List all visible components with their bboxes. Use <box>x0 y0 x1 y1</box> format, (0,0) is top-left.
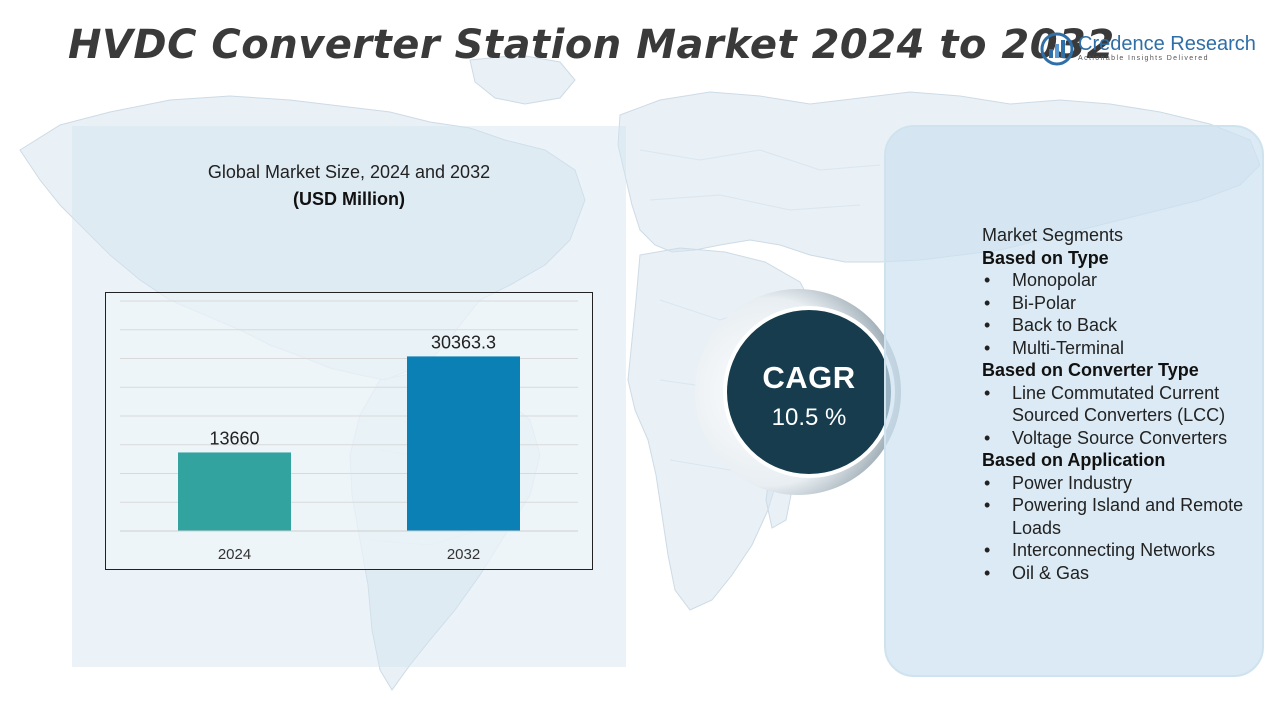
data-label-2032: 30363.3 <box>431 332 496 352</box>
bar-chart: 13660 2024 30363.3 2032 <box>105 292 593 570</box>
bar-chart-svg: 13660 2024 30363.3 2032 <box>120 300 578 563</box>
logo-tagline: Actionable Insights Delivered <box>1078 55 1209 62</box>
segment-item: Oil & Gas <box>982 562 1267 585</box>
segment-item: Bi-Polar <box>982 292 1267 315</box>
segment-group-application: Based on Application Power Industry Powe… <box>982 449 1267 584</box>
credence-research-logo[interactable]: Credence Research Actionable Insights De… <box>1040 32 1260 68</box>
segment-item: Line Commutated Current Sourced Converte… <box>982 382 1267 427</box>
segment-item: Multi-Terminal <box>982 337 1267 360</box>
segment-item: Power Industry <box>982 472 1267 495</box>
chart-unit: (USD Million) <box>293 189 405 209</box>
bar-2024 <box>178 452 291 531</box>
logo-name: Credence Research <box>1078 33 1256 55</box>
x-tick-label-2032: 2032 <box>447 546 480 563</box>
segment-item: Powering Island and Remote Loads <box>982 494 1267 539</box>
segment-item: Monopolar <box>982 269 1267 292</box>
cagr-value: 10.5 % <box>771 404 847 431</box>
x-tick-label-2024: 2024 <box>218 546 251 563</box>
market-size-chart-panel: Global Market Size, 2024 and 2032 (USD M… <box>72 126 626 667</box>
segment-group-title: Based on Converter Type <box>982 360 1199 380</box>
chart-title: Global Market Size, 2024 and 2032 <box>207 162 491 182</box>
segments-heading: Market Segments <box>982 225 1124 245</box>
market-segments-panel: Market Segments Based on Type Monopolar … <box>884 125 1264 677</box>
credence-research-logo-icon <box>1040 32 1074 66</box>
bar-2032 <box>407 356 520 531</box>
segment-group-title: Based on Application <box>982 450 1166 470</box>
cagr-ring <box>695 289 901 495</box>
segment-group-title: Based on Type <box>982 247 1109 268</box>
segment-item: Back to Back <box>982 314 1267 337</box>
page-title: HVDC Converter Station Market 2024 to 20… <box>68 22 1115 68</box>
cagr-label: CAGR <box>762 360 856 395</box>
segment-group-type: Based on Type Monopolar Bi-Polar Back to… <box>982 247 1267 360</box>
segment-item: Interconnecting Networks <box>982 539 1267 562</box>
segment-item: Voltage Source Converters <box>982 427 1267 450</box>
data-label-2024: 13660 <box>209 428 259 448</box>
segment-group-converter-type: Based on Converter Type Line Commutated … <box>982 359 1267 449</box>
